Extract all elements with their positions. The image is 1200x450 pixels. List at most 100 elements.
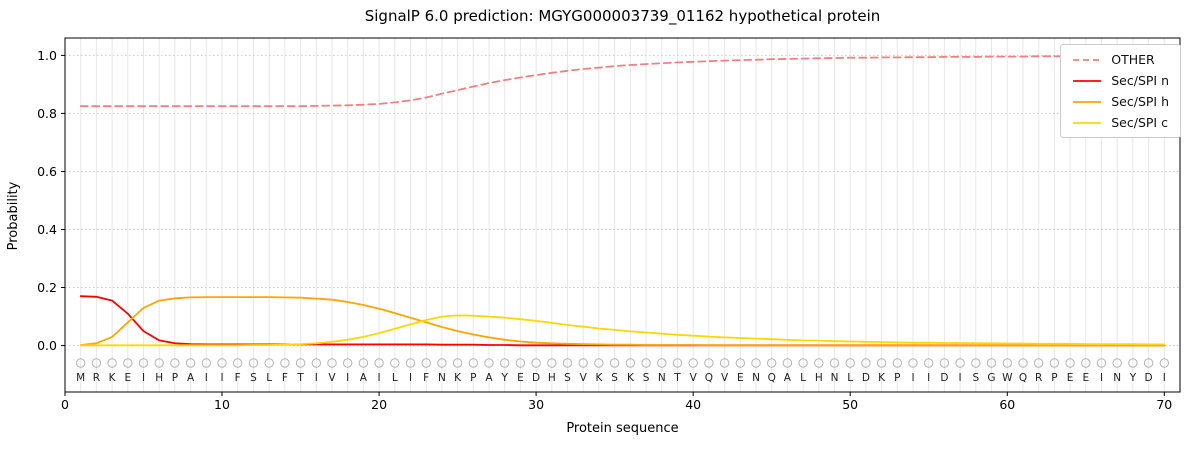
residue-marker-icon [939, 358, 950, 368]
residue-letter: F [423, 372, 429, 384]
residue-marker-icon [986, 358, 997, 368]
residue-letter: K [878, 372, 886, 384]
legend-label: Sec/SPI h [1111, 94, 1169, 109]
residue-letter: K [454, 372, 462, 384]
residue-marker-icon [594, 358, 604, 368]
residue-marker-icon [547, 358, 557, 368]
residue-marker-icon [170, 358, 180, 368]
residue-marker-icon [955, 358, 965, 368]
residue-letter: I [378, 372, 381, 384]
residue-marker-icon [358, 358, 369, 368]
residue-marker-icon [500, 358, 510, 368]
residue-letter: I [911, 372, 914, 384]
residue-letter: V [690, 372, 698, 384]
residue-marker-icon [185, 358, 196, 368]
legend-line-sample-icon [1073, 79, 1102, 82]
y-tick-label: 0.2 [37, 280, 57, 295]
residue-letter: L [800, 372, 806, 384]
legend-entry: OTHER [1072, 52, 1169, 67]
x-tick-label: 60 [999, 397, 1015, 412]
x-tick-label: 0 [61, 397, 69, 412]
residue-marker-icon [217, 358, 227, 368]
series-line-1 [79, 295, 1166, 347]
residue-marker-icon [657, 358, 667, 368]
residue-letter: P [1051, 372, 1057, 384]
residue-letter: I [205, 372, 208, 384]
x-tick-label: 10 [214, 397, 230, 412]
residue-marker-icon [719, 358, 730, 368]
residue-marker-icon [452, 358, 463, 368]
residue-marker-icon [107, 358, 117, 368]
residue-letter: P [894, 372, 900, 384]
residue-letter: K [595, 372, 603, 384]
residue-letter: S [611, 372, 618, 384]
residue-marker-icon [1112, 358, 1122, 368]
residue-letter: H [155, 372, 163, 384]
residue-marker-icon [688, 358, 698, 368]
y-tick-label: 0.8 [37, 106, 57, 121]
x-tick-label: 30 [528, 397, 544, 412]
residue-letter: S [564, 372, 571, 384]
residue-marker-icon [390, 358, 400, 368]
residue-letter: P [172, 372, 178, 384]
residue-marker-icon [641, 358, 651, 368]
y-tick-label: 0.0 [37, 338, 57, 353]
residue-marker-icon [154, 358, 164, 368]
residue-marker-icon [1034, 358, 1044, 368]
legend-label: Sec/SPI c [1111, 115, 1168, 130]
residue-letter: S [972, 372, 979, 384]
residue-letter: S [250, 372, 257, 384]
residue-letter: I [1100, 372, 1103, 384]
residue-marker-icon [562, 358, 573, 368]
residue-letter: I [220, 372, 223, 384]
residue-letter: L [266, 372, 272, 384]
residue-marker-icon [892, 358, 902, 368]
residue-marker-icon [233, 358, 243, 368]
residue-marker-icon [578, 358, 588, 368]
residue-marker-icon [484, 358, 494, 368]
y-axis-label: Probability [6, 181, 21, 251]
legend-entry: Sec/SPI h [1072, 94, 1169, 109]
residue-marker-icon [798, 358, 808, 368]
residue-marker-icon [531, 358, 541, 368]
residue-letter: E [1082, 372, 1089, 384]
plot-border [64, 37, 1181, 393]
residue-letter: N [438, 372, 446, 384]
residue-marker-icon [374, 358, 384, 368]
residue-letter: Y [500, 372, 508, 384]
residue-marker-icon [814, 358, 824, 368]
residue-letter: H [815, 372, 823, 384]
residue-marker-icon [515, 358, 526, 368]
residue-marker-icon [91, 358, 102, 368]
residue-letter: H [548, 372, 556, 384]
residue-marker-icon [751, 358, 761, 368]
residue-marker-icon [767, 358, 777, 368]
residue-marker-icon [1143, 358, 1154, 368]
legend: OTHER Sec/SPI n Sec/SPI h Sec/SPI c [1060, 44, 1181, 138]
y-tick-label: 0.6 [37, 164, 57, 179]
residue-marker-icon [1159, 358, 1170, 368]
residue-marker-icon [1002, 358, 1012, 368]
residue-letter: R [1035, 372, 1042, 384]
residue-letter: M [76, 372, 85, 384]
series-line-2 [79, 296, 1166, 347]
residue-letter: N [658, 372, 666, 384]
residue-letter: K [627, 372, 635, 384]
residue-letter: E [737, 372, 744, 384]
residue-letter: N [1113, 372, 1121, 384]
residue-letter: P [470, 372, 476, 384]
legend-entry: Sec/SPI n [1072, 73, 1169, 88]
residue-letter: I [409, 372, 412, 384]
residue-letter: A [360, 372, 368, 384]
legend-line-sample-icon [1073, 100, 1102, 103]
residue-markers [76, 358, 1170, 368]
x-tick-label: 40 [685, 397, 701, 412]
residue-letter: I [1163, 372, 1166, 384]
x-tick-label: 70 [1156, 397, 1172, 412]
series-line-3 [79, 314, 1166, 347]
residue-letter: V [580, 372, 588, 384]
residue-marker-icon [1096, 358, 1107, 368]
residue-marker-icon [437, 358, 447, 368]
